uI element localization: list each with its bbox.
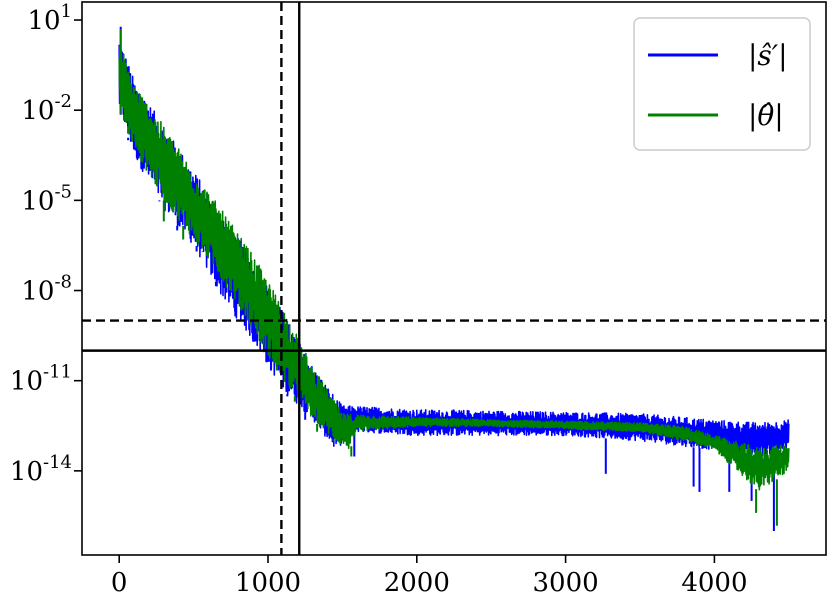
- y-tick-label-2: 10-5: [21, 181, 72, 216]
- series-1: [118, 29, 790, 526]
- reference-lines: [82, 2, 826, 555]
- y-axis: 101 10-2 10-5 10-8 10-11 10-14: [10, 1, 82, 487]
- y-tick-label-0: 101: [27, 1, 72, 36]
- x-tick-label-1: 1000: [235, 568, 301, 598]
- x-tick-label-4: 4000: [681, 568, 747, 598]
- y-tick-label-3: 10-8: [21, 272, 72, 307]
- y-tick-label-5: 10-14: [10, 452, 72, 487]
- x-axis: 0 1000 2000 3000 4000: [111, 555, 747, 598]
- y-tick-label-1: 10-2: [21, 91, 72, 126]
- plot-frame: [81, 1, 827, 556]
- legend-label-s-prime: |ŝ′|: [748, 39, 788, 72]
- legend-label-theta: |θ̂|: [748, 99, 784, 132]
- legend: |ŝ′| |θ̂|: [633, 17, 811, 151]
- x-tick-label-3: 3000: [533, 568, 599, 598]
- legend-box: [633, 17, 811, 151]
- y-tick-label-4: 10-11: [10, 362, 72, 397]
- x-tick-label-2: 2000: [384, 568, 450, 598]
- series-layer: [118, 26, 790, 531]
- x-tick-label-0: 0: [111, 568, 128, 598]
- series-line-1: [118, 45, 790, 491]
